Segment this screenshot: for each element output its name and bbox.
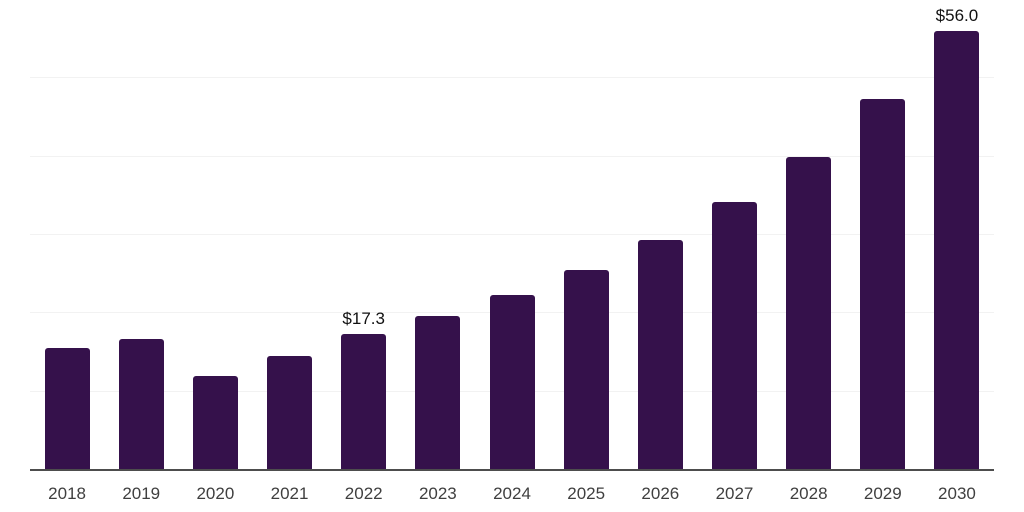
bar-slot-2027 xyxy=(697,0,771,470)
x-axis-label-2021: 2021 xyxy=(270,484,309,503)
bar-slot-2018 xyxy=(30,0,104,470)
bar-slot-2022: $17.3 xyxy=(327,0,401,470)
bar-2030[interactable]: $56.0 xyxy=(934,6,980,470)
x-axis-label-2018: 2018 xyxy=(48,484,86,503)
x-axis-line xyxy=(30,469,994,471)
x-axis-label-2023: 2023 xyxy=(418,484,457,503)
bar-slot-2025 xyxy=(549,0,623,470)
bar-slot-2029 xyxy=(846,0,920,470)
bar-slot-2019 xyxy=(104,0,178,470)
bar-slot-2024 xyxy=(475,0,549,470)
data-label-2022: $17.3 xyxy=(342,309,385,329)
x-axis-label-2030: 2030 xyxy=(938,484,976,503)
bar-2026[interactable] xyxy=(637,240,683,470)
bar-slot-2030: $56.0 xyxy=(920,0,994,470)
bar-slot-2026 xyxy=(623,0,697,470)
bars-container: $17.3 $56.0 xyxy=(30,0,994,470)
gridline-50 xyxy=(30,77,994,79)
bar-slot-2020 xyxy=(178,0,252,470)
bar-2027[interactable] xyxy=(711,202,757,470)
bar-2024[interactable] xyxy=(489,295,535,470)
bar-slot-2028 xyxy=(772,0,846,470)
data-label-2030: $56.0 xyxy=(935,6,979,26)
x-axis-label-2022: 2022 xyxy=(344,484,383,503)
bar-slot-2023 xyxy=(401,0,475,470)
bar-2028[interactable] xyxy=(786,157,832,470)
x-axis-label-2025: 2025 xyxy=(567,484,606,503)
x-axis-label-2024: 2024 xyxy=(493,484,531,503)
bar-2023[interactable] xyxy=(415,316,461,470)
bar-2029[interactable] xyxy=(860,99,906,470)
x-axis-label-2028: 2028 xyxy=(789,484,828,503)
bar-2019[interactable] xyxy=(118,339,164,470)
bar-2020[interactable] xyxy=(192,376,238,470)
bar-2022[interactable]: $17.3 xyxy=(341,309,387,470)
plot-area: $17.3 $56.0 xyxy=(30,0,994,471)
gridline-30 xyxy=(30,234,994,235)
x-axis-labels: 2018 2019 2020 2021 2022 2023 2024 2025 2026 2027… xyxy=(30,471,994,504)
x-axis-label-2020: 2020 xyxy=(196,484,235,503)
bar-slot-2021 xyxy=(252,0,326,470)
x-axis-label-2026: 2026 xyxy=(641,484,680,503)
bar-2021[interactable] xyxy=(267,356,313,470)
x-axis-label-2019: 2019 xyxy=(122,484,161,503)
gridline-40 xyxy=(30,155,994,157)
bar-2025[interactable] xyxy=(563,270,609,470)
x-axis-label-2029: 2029 xyxy=(863,484,902,503)
x-axis-label-2027: 2027 xyxy=(715,484,754,503)
bar-2018[interactable] xyxy=(44,347,90,470)
